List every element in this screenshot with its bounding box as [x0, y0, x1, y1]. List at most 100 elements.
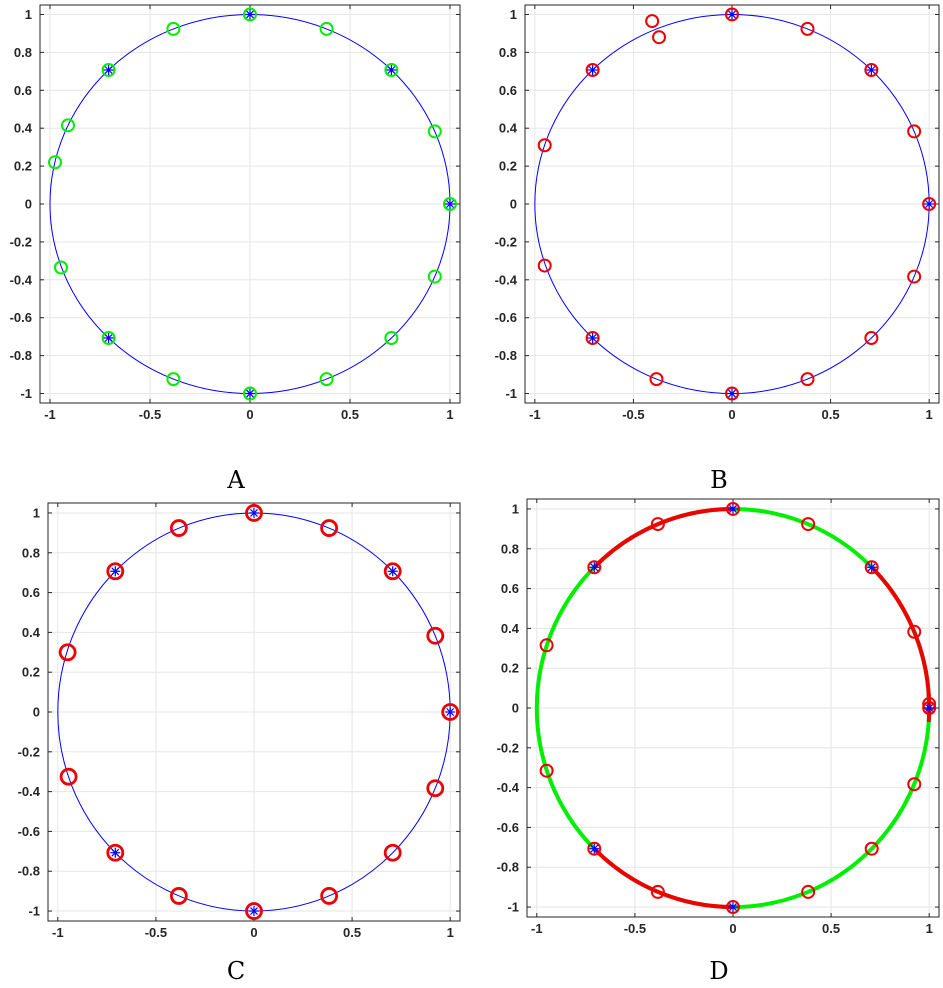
y-tick-label: 0	[25, 197, 32, 212]
panel-caption: A	[226, 466, 245, 494]
panel-caption: D	[709, 957, 728, 985]
circle-marker	[383, 843, 402, 862]
y-tick-label: 0.2	[499, 159, 517, 174]
x-tick-label: 1	[447, 925, 454, 940]
star-marker	[589, 562, 600, 573]
circle-marker	[383, 562, 402, 581]
y-tick-label: -0.8	[18, 864, 40, 879]
y-tick-label: -0.8	[495, 348, 517, 363]
star-marker	[110, 566, 121, 577]
star-marker	[728, 902, 738, 913]
star-marker	[249, 507, 259, 518]
x-tick-label: 0	[729, 921, 736, 936]
x-tick-label: 0.5	[343, 925, 361, 940]
y-tick-label: 0.8	[22, 545, 40, 560]
x-tick-label: 0.5	[341, 407, 359, 422]
x-tick-label: -1	[529, 407, 541, 422]
circle-marker	[907, 777, 922, 792]
circle-marker	[922, 197, 937, 211]
y-tick-label: 0.8	[499, 45, 517, 60]
circle-marker	[537, 138, 552, 153]
circle-marker	[319, 21, 334, 36]
circle-marker	[726, 501, 740, 516]
circle-marker	[650, 884, 665, 899]
circle-marker	[166, 372, 181, 387]
circle-marker	[907, 624, 922, 639]
circle-marker	[384, 330, 399, 345]
star-marker	[589, 843, 600, 854]
y-tick-label: -0.4	[497, 780, 520, 795]
star-marker	[924, 703, 935, 713]
star-marker	[587, 65, 598, 76]
circle-marker	[427, 269, 442, 284]
panel-d: -1 -0.5 0 0.5 1 -1 -0.8 -0.6 -0.4 -0.2 0 0.2 0.4 0.6 0…	[497, 498, 940, 985]
circle-marker	[907, 124, 922, 139]
panel-b: -1 -0.5 0 0.5 1 -1 -0.8 -0.6 -0.4 -0.2 0 0.2 0.4 0.6 0…	[495, 4, 940, 494]
y-tick-label: 0.8	[501, 541, 519, 556]
y-tick-label: 0.2	[14, 159, 32, 174]
y-tick-label: 0.4	[22, 625, 41, 640]
circle-marker	[58, 643, 77, 662]
y-tick-label: -0.4	[18, 784, 41, 799]
circle-marker	[650, 517, 665, 532]
y-tick-label: 0.6	[501, 581, 519, 596]
circle-marker	[243, 7, 257, 22]
y-tick-label: 1	[33, 505, 40, 520]
circle-marker	[169, 519, 188, 537]
x-tick-label: 0.5	[822, 407, 840, 422]
y-tick-label: -0.4	[495, 272, 518, 287]
y-tick-label: 0.6	[14, 83, 32, 98]
x-tick-label: -0.5	[624, 921, 646, 936]
circle-marker	[101, 330, 116, 345]
circle-marker	[320, 519, 339, 537]
x-tick-label: 0	[728, 407, 735, 422]
star-marker	[103, 65, 114, 76]
y-tick-label: 1	[512, 501, 519, 516]
circle-marker	[864, 63, 879, 78]
x-tick-label: -1	[52, 925, 64, 940]
circle-marker	[725, 386, 739, 401]
circle-marker	[800, 21, 815, 36]
circle-marker	[585, 330, 600, 345]
circle-marker	[801, 884, 816, 899]
circle-marker	[864, 330, 879, 345]
circle-marker	[726, 900, 740, 915]
y-tick-label: 0	[33, 705, 40, 720]
circle-marker	[245, 504, 263, 522]
circle-marker	[427, 124, 442, 139]
circle-marker	[319, 372, 334, 387]
y-tick-label: -0.6	[495, 310, 517, 325]
star-marker	[249, 906, 259, 917]
circle-marker	[243, 386, 257, 401]
circle-marker	[166, 21, 181, 36]
star-marker	[728, 503, 738, 514]
panel-c: -1 -0.5 0 0.5 1 -1 -0.8 -0.6 -0.4 -0.2 0 0.2 0.4 0.6 0…	[18, 502, 461, 985]
circle-marker	[106, 562, 125, 581]
y-tick-label: -0.2	[18, 744, 40, 759]
x-tick-label: 1	[926, 921, 933, 936]
circle-marker	[320, 887, 339, 905]
star-marker	[587, 332, 598, 343]
x-tick-label: -0.5	[139, 407, 161, 422]
y-tick-label: 0.6	[499, 83, 517, 98]
circle-marker	[725, 7, 739, 22]
y-tick-label: -1	[28, 904, 40, 919]
circle-marker	[426, 626, 445, 645]
x-tick-label: 1	[926, 407, 933, 422]
star-marker	[924, 199, 935, 209]
circle-marker	[48, 155, 62, 170]
x-tick-label: -1	[531, 921, 543, 936]
star-marker	[245, 388, 255, 399]
x-tick-label: 0	[246, 407, 253, 422]
circle-marker	[59, 767, 78, 786]
circle-marker	[907, 269, 922, 284]
y-tick-label: -0.4	[10, 272, 33, 287]
circle-marker	[645, 14, 660, 29]
circle-marker	[106, 843, 125, 862]
y-tick-label: 0	[510, 197, 517, 212]
y-tick-label: -0.6	[18, 824, 40, 839]
circle-marker	[169, 887, 188, 905]
circle-marker	[652, 30, 667, 45]
star-marker	[445, 199, 455, 209]
